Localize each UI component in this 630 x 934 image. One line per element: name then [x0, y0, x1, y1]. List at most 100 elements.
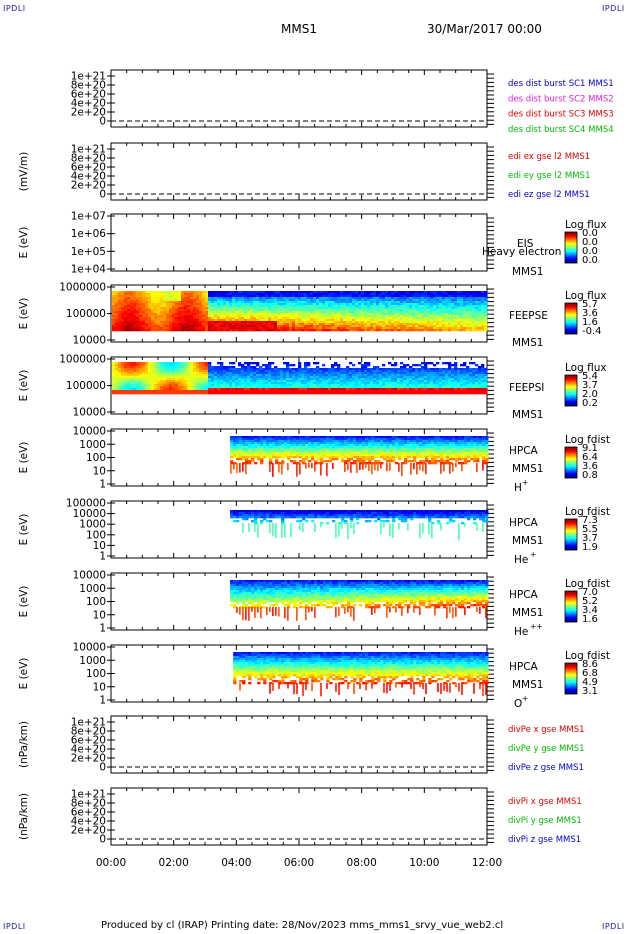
panel-5-colorbar-tick: 0.2 — [582, 398, 598, 409]
panel-6-colorbar-frame — [564, 446, 578, 479]
panel-11-ylabel: (nPa/km) — [18, 793, 30, 840]
panel-9-spectrogram — [233, 652, 489, 697]
panel-8-species: He — [514, 626, 528, 638]
panel-1-legend-1: des dist burst SC1 MMS1 — [508, 79, 614, 89]
panel-8-instrument: HPCA — [509, 589, 539, 601]
panel-3-colorbar-tick: 0.0 — [582, 246, 598, 257]
panel-11-ytick-label: 8e+20 — [71, 798, 106, 810]
panel-6-colorbar — [565, 447, 577, 479]
panel-3-colorbar-tick: 0.0 — [582, 237, 598, 248]
panel-7-instrument: HPCA — [509, 517, 539, 529]
panel-11-ytick-label: 0 — [99, 834, 106, 846]
panel-8-colorbar — [565, 591, 577, 623]
panel-6-ytick-label: 1 — [99, 479, 106, 491]
time-axis-label: 12:00 — [472, 857, 502, 869]
panel-5-ytick-label: 1000000 — [59, 354, 106, 366]
panel-2-legend-3: edi ez gse l2 MMS1 — [508, 190, 590, 200]
panel-10-ytick-label: 8e+20 — [71, 726, 106, 738]
panel-6-ytick-label: 100 — [86, 452, 106, 464]
panel-8-colorbar-tick: 7.0 — [582, 587, 598, 598]
mission-title: MMS1 — [281, 22, 317, 36]
time-axis-label: 10:00 — [409, 857, 439, 869]
panel-1-ytick-label: 0 — [99, 116, 106, 128]
panel-4-colorbar-title: Log flux — [565, 290, 607, 302]
panel-10-legend-2: divPe y gse MMS1 — [508, 744, 585, 754]
panel-7-ytick-label: 1000 — [79, 519, 106, 531]
panel-6-species-charge: + — [522, 478, 528, 487]
panel-3-extra-label: Heavy electron to — [482, 246, 575, 258]
panel-7-species-charge: + — [530, 550, 536, 559]
panel-10-frame — [110, 715, 488, 774]
panel-10-legend-3: divPe z gse MMS1 — [508, 763, 584, 773]
date-title: 30/Mar/2017 00:00 — [427, 22, 542, 36]
panel-8-colorbar-tick: 3.4 — [582, 605, 598, 616]
panel-5-spacecraft: MMS1 — [512, 409, 543, 421]
panel-11-ytick-label: 4e+20 — [71, 816, 106, 828]
panel-7-colorbar-tick: 1.9 — [582, 542, 598, 553]
panel-10-ytick-label: 0 — [99, 762, 106, 774]
panel-10-ylabel: (nPa/km) — [18, 721, 30, 768]
panel-8-ytick-label: 1000 — [79, 583, 106, 595]
panel-5-colorbar-tick: 3.7 — [582, 380, 598, 391]
panel-4-instrument: FEEPSE — [509, 310, 548, 322]
panel-4-colorbar-tick: 1.6 — [582, 317, 598, 328]
panel-2-ytick-label: 6e+20 — [71, 162, 106, 174]
panel-3-ytick-label: 1e+05 — [71, 246, 106, 258]
panel-11-legend-1: divPi x gse MMS1 — [508, 797, 582, 807]
panel-6-spectrogram — [230, 436, 489, 477]
panel-9-colorbar-tick: 3.1 — [582, 686, 598, 697]
footer-credit: Produced by cl (IRAP) Printing date: 28/… — [101, 920, 504, 931]
panel-5-instrument: FEEPSI — [509, 382, 544, 394]
panel-5-colorbar — [565, 375, 577, 407]
panel-1-ytick-label: 8e+20 — [71, 80, 106, 92]
panel-9-colorbar-tick: 6.8 — [582, 668, 598, 679]
panel-5-colorbar-tick: 5.4 — [582, 371, 598, 382]
panel-4-colorbar-frame — [564, 302, 578, 335]
panel-9-ytick-label: 1000 — [79, 655, 106, 667]
panel-5-colorbar-tick: 2.0 — [582, 389, 598, 400]
panel-4-spectrogram — [112, 291, 488, 332]
panel-3-colorbar-frame — [564, 231, 578, 264]
panel-3-ytick-label: 1e+07 — [71, 211, 106, 223]
panel-8-ytick-label: 10 — [93, 609, 106, 621]
panel-6-colorbar-tick: 9.1 — [582, 443, 598, 454]
panel-9-ytick-label: 1 — [99, 695, 106, 707]
panel-7-spectrogram — [230, 510, 489, 541]
panel-2-ytick-label: 0 — [99, 189, 106, 201]
panel-1-legend-4: des dist burst SC4 MMS4 — [508, 125, 614, 135]
panel-10-ytick-label: 4e+20 — [71, 744, 106, 756]
panel-3-colorbar-tick: 0.0 — [582, 228, 598, 239]
panel-7-ytick-label: 100 — [86, 529, 106, 541]
panel-1-legend-2: des dist burst SC2 MMS2 — [508, 94, 614, 104]
panel-4-ytick-label: 10000 — [73, 335, 106, 347]
panel-5-spectrogram — [112, 362, 488, 395]
panel-11-ytick-label: 6e+20 — [71, 807, 106, 819]
time-axis-label: 02:00 — [159, 857, 189, 869]
panel-10-ytick-label: 1e+21 — [71, 717, 106, 729]
corner-label-bottom-left: IPDLI — [3, 922, 26, 931]
corner-label-top-right: IPDLI — [602, 4, 625, 13]
time-axis-label: 04:00 — [221, 857, 251, 869]
panel-4-colorbar-tick: -0.4 — [582, 326, 602, 337]
panel-4-colorbar — [565, 303, 577, 335]
panel-2-ytick-label: 2e+20 — [71, 180, 106, 192]
panel-5-ylabel: E (eV) — [18, 370, 30, 402]
panel-8-colorbar-tick: 5.2 — [582, 596, 598, 607]
panel-10-ytick-label: 6e+20 — [71, 735, 106, 747]
panel-8-species-charge: ++ — [530, 622, 543, 631]
panel-8-colorbar-tick: 1.6 — [582, 614, 598, 625]
panel-6-ytick-label: 10000 — [73, 426, 106, 438]
panel-10-legend-1: divPe x gse MMS1 — [508, 725, 585, 735]
panel-11-legend-2: divPi y gse MMS1 — [508, 816, 582, 826]
panel-7-colorbar-tick: 7.3 — [582, 515, 598, 526]
panel-9-colorbar-title: Log fdist — [565, 650, 610, 662]
panel-8-ytick-label: 1 — [99, 623, 106, 635]
panel-9-spacecraft: MMS1 — [512, 679, 543, 691]
panel-9-species: O — [514, 698, 522, 710]
panel-11-frame — [110, 787, 488, 846]
panel-3-ytick-label: 1e+04 — [71, 264, 107, 276]
panel-4-ytick-label: 1000000 — [59, 282, 106, 294]
panel-4-colorbar-tick: 5.7 — [582, 299, 598, 310]
panel-9-colorbar-frame — [564, 662, 578, 695]
